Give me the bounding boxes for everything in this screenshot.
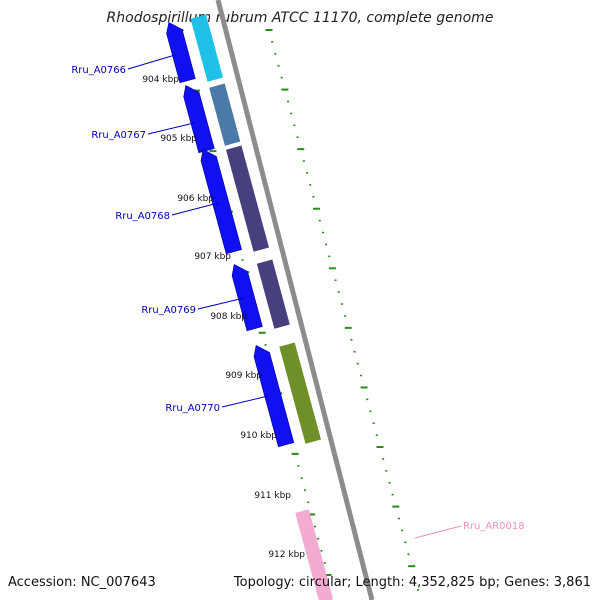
cds-arrow-1 [166, 21, 196, 84]
leader-line-rru-a0769 [197, 297, 245, 310]
tick-label-911: 911 kbp [254, 491, 291, 501]
gene-label-rru-a0766[interactable]: Rru_A0766 [71, 65, 126, 76]
leader-line-rru-a0770 [221, 395, 269, 408]
leader-line-rru-a0766 [127, 54, 176, 70]
gene-block-rru-a0770 [279, 342, 321, 444]
tick-label-907: 907 kbp [194, 252, 231, 262]
gene-label-rru-a0770[interactable]: Rru_A0770 [165, 403, 220, 414]
leader-line-rru-a0767 [147, 122, 195, 135]
gene-block-rru-a0766 [190, 14, 223, 82]
tick-label-908: 908 kbp [210, 312, 247, 322]
tick-labels: 904 kbp 905 kbp 906 kbp 907 kbp 908 kbp … [142, 75, 305, 560]
gene-label-rru-a0769[interactable]: Rru_A0769 [141, 305, 196, 316]
gene-labels: Rru_A0766 Rru_A0767 Rru_A0768 Rru_A0769 … [71, 54, 525, 539]
leader-line-rru-a0768 [171, 202, 219, 216]
gene-track [190, 14, 334, 600]
cds-arrow-5 [253, 344, 295, 448]
genome-summary-text: Topology: circular; Length: 4,352,825 bp… [233, 575, 591, 590]
tick-label-910: 910 kbp [240, 431, 277, 441]
gene-label-rru-a0768[interactable]: Rru_A0768 [115, 211, 170, 222]
cds-track [166, 21, 295, 448]
gene-label-rru-ar0018[interactable]: Rru_AR0018 [463, 521, 525, 532]
tick-label-912: 912 kbp [268, 550, 305, 560]
gene-block-rru-a0767 [209, 83, 241, 146]
backbone-line [215, 0, 375, 600]
accession-text: Accession: NC_007643 [8, 575, 156, 590]
leader-line-rru-ar0018 [414, 525, 462, 539]
map-title: Rhodospirillum rubrum ATCC 11170, comple… [107, 10, 494, 26]
tick-label-906: 906 kbp [177, 194, 214, 204]
tick-label-904: 904 kbp [142, 75, 179, 85]
gene-block-rru-a0768 [226, 145, 269, 252]
gene-label-rru-a0767[interactable]: Rru_A0767 [91, 130, 146, 141]
tick-label-905: 905 kbp [160, 134, 197, 144]
gene-block-rru-a0769 [256, 259, 290, 329]
gene-block-rru-ar0018 [295, 509, 334, 600]
cds-arrow-2 [183, 84, 215, 154]
cds-arrow-4 [231, 263, 263, 332]
tick-label-909: 909 kbp [225, 371, 262, 381]
backbone [215, 0, 375, 600]
cds-arrow-3 [200, 148, 242, 255]
